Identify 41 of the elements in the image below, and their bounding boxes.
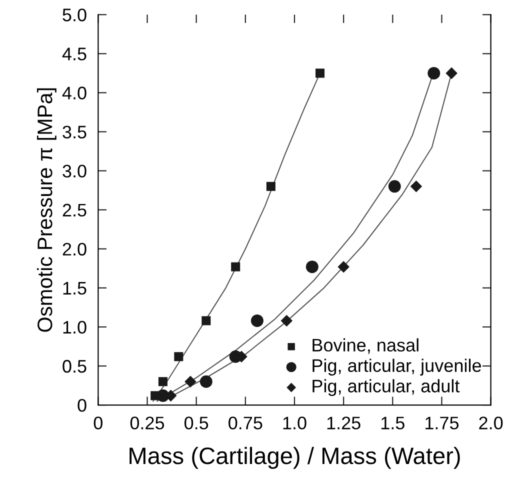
point bbox=[174, 352, 184, 362]
legend-label: Pig, articular, adult bbox=[312, 379, 460, 396]
point bbox=[231, 262, 240, 272]
point bbox=[250, 314, 264, 327]
y-tick-label: 0.5 bbox=[62, 360, 86, 373]
point bbox=[184, 376, 196, 388]
y-tick-label: 1.5 bbox=[63, 282, 86, 295]
x-tick-label: 1.25 bbox=[327, 416, 360, 430]
point bbox=[280, 314, 293, 327]
x-tick-label: 1.0 bbox=[283, 416, 306, 430]
y-axis-title: Osmotic Pressure π [MPa] bbox=[36, 88, 56, 332]
x-tick-label: 0.5 bbox=[184, 416, 208, 430]
y-tick-label: 0 bbox=[78, 398, 86, 412]
y-tick-label: 4.5 bbox=[62, 48, 86, 60]
y-tick-label: 4.0 bbox=[62, 86, 86, 100]
y-tick-label: 2.0 bbox=[62, 242, 86, 256]
point bbox=[446, 67, 458, 80]
x-axis-title: Mass (Cartilage) / Mass (Water) bbox=[130, 446, 460, 469]
legend-label: Bovine, nasal bbox=[312, 338, 418, 354]
y-tick-label: 2.5 bbox=[62, 204, 86, 217]
x-tick-label: 0 bbox=[94, 416, 102, 430]
point bbox=[306, 260, 318, 274]
y-tick-label: 1.0 bbox=[63, 320, 86, 334]
y-tick-label: 3.5 bbox=[62, 126, 86, 138]
x-tick-label: 0.75 bbox=[228, 416, 262, 430]
point bbox=[428, 66, 440, 80]
x-tick-label: 0.25 bbox=[130, 416, 164, 430]
x-tick-label: 1.5 bbox=[381, 416, 404, 430]
point bbox=[200, 375, 212, 388]
point bbox=[202, 316, 211, 326]
y-tick-label: 5.0 bbox=[62, 8, 86, 22]
x-tick-label: 1.75 bbox=[426, 416, 459, 430]
point bbox=[410, 180, 422, 192]
y-tick-label: 3.0 bbox=[62, 164, 86, 178]
point bbox=[158, 377, 168, 386]
point bbox=[316, 68, 325, 78]
legend-label: Pig, articular, juvenile bbox=[312, 358, 481, 376]
point bbox=[266, 182, 276, 191]
point bbox=[338, 260, 350, 273]
x-tick-label: 2.0 bbox=[479, 416, 503, 430]
point bbox=[388, 180, 401, 193]
